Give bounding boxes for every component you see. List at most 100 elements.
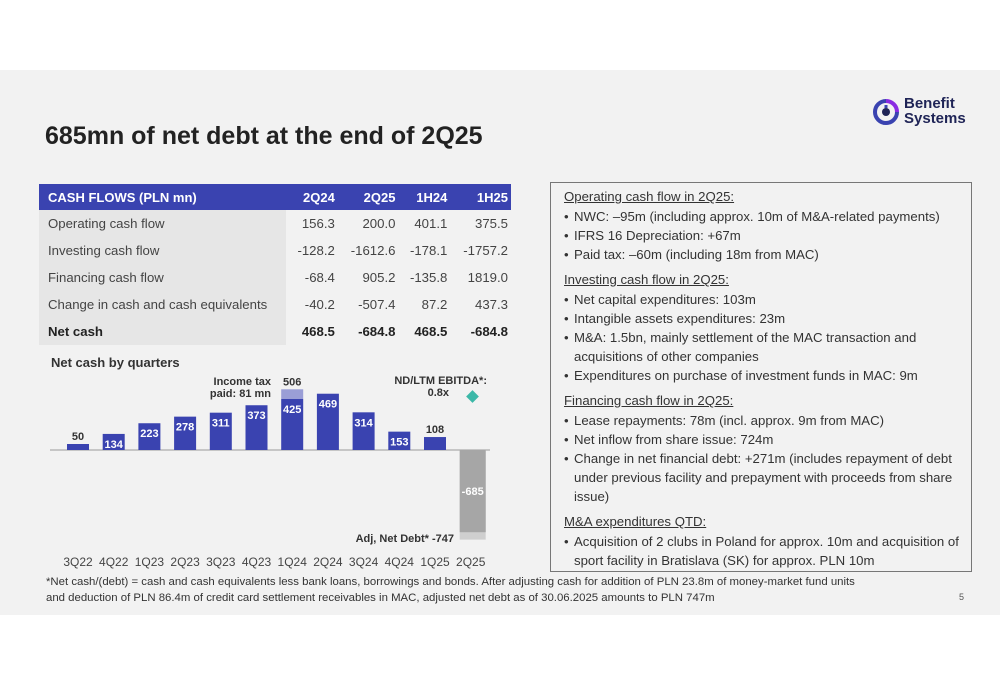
table-header: 2Q24 (286, 184, 338, 210)
logo-text: Benefit Systems (904, 96, 966, 126)
bar-value-label: 425 (283, 404, 301, 416)
table-cell: -178.1 (398, 237, 451, 264)
table-cell: -128.2 (286, 237, 338, 264)
bullet-list: Net capital expenditures: 103m Intangibl… (564, 290, 969, 385)
notes-section-ma: M&A expenditures QTD: Acquisition of 2 c… (564, 512, 969, 570)
bar-tax-segment (281, 389, 304, 399)
notes-section-investing: Investing cash flow in 2Q25: Net capital… (564, 270, 969, 385)
table-row: Investing cash flow -128.2 -1612.6 -178.… (39, 237, 511, 264)
brand-logo: Benefit Systems (872, 96, 982, 128)
table-cell: -684.8 (450, 318, 511, 345)
table-cell: -1612.6 (337, 237, 399, 264)
table-row-total: Net cash 468.5 -684.8 468.5 -684.8 (39, 318, 511, 345)
notes-section-operating: Operating cash flow in 2Q25: NWC: –95m (… (564, 187, 969, 264)
bullet-item: M&A: 1.5bn, mainly settlement of the MAC… (564, 328, 969, 366)
table-row: Change in cash and cash equivalents -40.… (39, 291, 511, 318)
table-header: 1H24 (398, 184, 451, 210)
footnote-line: and deduction of PLN 86.4m of credit car… (46, 591, 715, 604)
table-row: Financing cash flow -68.4 905.2 -135.8 1… (39, 264, 511, 291)
bar-value-label: 311 (212, 418, 230, 430)
table-header-row: CASH FLOWS (PLN mn) 2Q24 2Q25 1H24 1H25 (39, 184, 511, 210)
table-cell: 375.5 (450, 210, 511, 237)
bar (459, 450, 486, 533)
page-title: 685mn of net debt at the end of 2Q25 (45, 122, 483, 150)
cash-flows-table: CASH FLOWS (PLN mn) 2Q24 2Q25 1H24 1H25 … (39, 184, 511, 345)
logo-line1: Benefit (904, 95, 955, 112)
nd-ebitda-marker-icon (466, 390, 479, 403)
table-cell: 200.0 (337, 210, 399, 237)
footnote: *Net cash/(debt) = cash and cash equival… (46, 575, 926, 606)
row-label: Operating cash flow (39, 210, 286, 237)
bar (174, 416, 197, 450)
annotation-nd-ebitda-value: 0.8x (428, 387, 450, 399)
table-cell: -507.4 (337, 291, 399, 318)
bar-value-label: 373 (247, 410, 265, 422)
bar (245, 405, 268, 450)
bar-value-label: 50 (72, 431, 84, 443)
benefit-systems-logo-icon (873, 99, 899, 125)
bullet-item: Net capital expenditures: 103m (564, 290, 969, 309)
bar-value-label: 469 (319, 399, 337, 411)
bullet-list: Acquisition of 2 clubs in Poland for app… (564, 532, 969, 570)
bar-value-label: 314 (354, 417, 373, 429)
bullet-item: Change in net financial debt: +271m (inc… (564, 449, 969, 506)
bar (281, 399, 304, 450)
row-label: Investing cash flow (39, 237, 286, 264)
bullet-item: NWC: –95m (including approx. 10m of M&A-… (564, 207, 969, 226)
bar-value-label: 278 (176, 422, 194, 434)
table-cell: 468.5 (286, 318, 338, 345)
table-header: 2Q25 (337, 184, 399, 210)
annotation-income-tax: Income tax (214, 376, 272, 388)
x-tick-label: 2Q23 (170, 555, 200, 569)
bullet-item: Acquisition of 2 clubs in Poland for app… (564, 532, 969, 570)
notes-box: Operating cash flow in 2Q25: NWC: –95m (… (550, 182, 972, 572)
table-cell: -1757.2 (450, 237, 511, 264)
row-label: Change in cash and cash equivalents (39, 291, 286, 318)
bullet-item: IFRS 16 Depreciation: +67m (564, 226, 969, 245)
x-tick-label: 2Q24 (313, 555, 343, 569)
section-title: M&A expenditures QTD: (564, 514, 707, 529)
row-label: Net cash (39, 318, 286, 345)
table-row: Operating cash flow 156.3 200.0 401.1 37… (39, 210, 511, 237)
table-cell: 468.5 (398, 318, 451, 345)
table-header: 1H25 (450, 184, 511, 210)
bullet-item: Paid tax: –60m (including 18m from MAC) (564, 245, 969, 264)
bar (424, 437, 446, 450)
bullet-item: Net inflow from share issue: 724m (564, 430, 969, 449)
table-cell: 1819.0 (450, 264, 511, 291)
table-cell: 905.2 (337, 264, 399, 291)
annotation-income-tax: paid: 81 mn (210, 388, 271, 400)
section-title: Financing cash flow in 2Q25: (564, 393, 734, 408)
bullet-list: NWC: –95m (including approx. 10m of M&A-… (564, 207, 969, 264)
x-tick-label: 4Q22 (99, 555, 129, 569)
bar (352, 412, 375, 450)
x-tick-label: 3Q24 (349, 555, 379, 569)
page-number: 5 (959, 592, 965, 602)
logo-line2: Systems (904, 110, 966, 127)
bar (388, 431, 411, 450)
bar-value-label: -685 (462, 486, 484, 498)
bar-value-label: 108 (426, 424, 444, 436)
bar (316, 393, 339, 450)
table-cell: -684.8 (337, 318, 399, 345)
bar-value-label: 223 (140, 428, 158, 440)
bar (138, 423, 161, 450)
x-tick-label: 4Q24 (385, 555, 415, 569)
table-cell: 156.3 (286, 210, 338, 237)
bullet-item: Lease repayments: 78m (incl. approx. 9m … (564, 411, 969, 430)
bullet-item: Intangible assets expenditures: 23m (564, 309, 969, 328)
bar-value-label: 134 (105, 439, 124, 451)
bullet-list: Lease repayments: 78m (incl. approx. 9m … (564, 411, 969, 506)
bullet-item: Expenditures on purchase of investment f… (564, 366, 969, 385)
annotation-nd-ebitda-label: ND/LTM EBITDA*: (394, 375, 487, 387)
footnote-line: *Net cash/(debt) = cash and cash equival… (46, 576, 855, 588)
table-cell: 401.1 (398, 210, 451, 237)
section-title: Operating cash flow in 2Q25: (564, 189, 735, 204)
table-header: CASH FLOWS (PLN mn) (39, 184, 286, 210)
chart-title: Net cash by quarters (51, 355, 180, 370)
slide: Benefit Systems 685mn of net debt at the… (0, 70, 1000, 615)
x-tick-label: 2Q25 (456, 555, 486, 569)
x-tick-label: 1Q24 (278, 555, 308, 569)
bar (67, 444, 89, 450)
bar-total-label: 506 (283, 376, 301, 388)
